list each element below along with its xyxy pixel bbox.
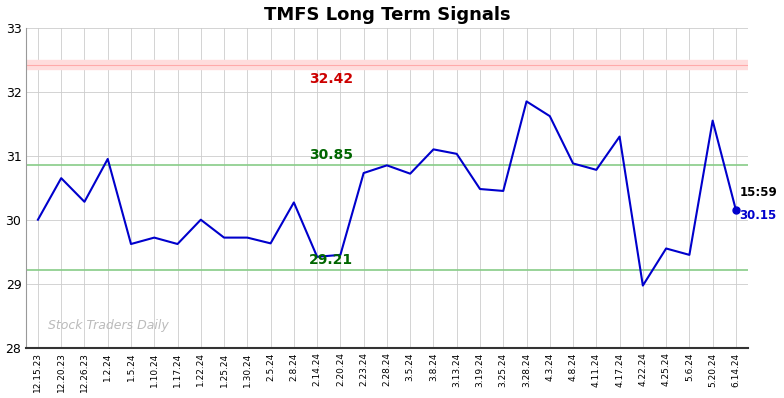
Text: 15:59: 15:59	[739, 185, 777, 199]
Text: 30.15: 30.15	[739, 209, 777, 222]
Text: 30.85: 30.85	[309, 148, 353, 162]
Text: 29.21: 29.21	[309, 253, 353, 267]
Title: TMFS Long Term Signals: TMFS Long Term Signals	[263, 6, 510, 23]
Text: Stock Traders Daily: Stock Traders Daily	[48, 318, 169, 332]
Text: 32.42: 32.42	[309, 72, 353, 86]
Bar	[27, 60, 748, 69]
